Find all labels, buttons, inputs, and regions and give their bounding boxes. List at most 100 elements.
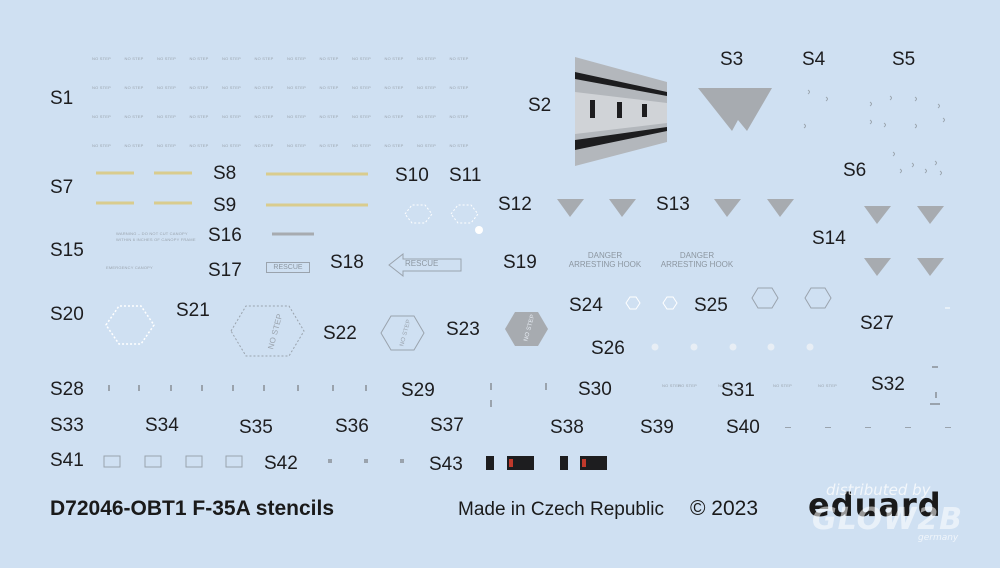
s1-no-step: NO STEP — [417, 85, 436, 90]
s6-marks — [892, 151, 942, 176]
label-s6: S6 — [843, 160, 867, 181]
label-s23: S23 — [446, 319, 480, 340]
s25-hex — [751, 287, 779, 309]
s1-no-step: NO STEP — [254, 114, 274, 119]
s1-no-step: NO STEP — [189, 56, 209, 61]
s1-no-step: NO STEP — [124, 85, 144, 90]
s31-no-step-3: NO STEP — [773, 383, 792, 388]
label-s43: S43 — [429, 454, 463, 475]
label-s16: S16 — [208, 225, 242, 246]
s1-no-step: NO STEP — [222, 56, 241, 61]
label-s31: S31 — [721, 380, 755, 401]
s43-placards — [486, 456, 607, 470]
label-s34: S34 — [145, 415, 179, 436]
s1-no-step: NO STEP — [449, 85, 469, 90]
s24-hex-2 — [662, 296, 678, 310]
s1-no-step: NO STEP — [384, 143, 404, 148]
s3-marking — [698, 88, 772, 131]
label-s8: S8 — [213, 163, 237, 184]
label-s27: S27 — [860, 313, 894, 334]
s26-dots — [651, 343, 814, 351]
watermark-germany: germany — [918, 533, 959, 543]
s20-hex — [105, 305, 155, 345]
label-s7: S7 — [50, 177, 74, 198]
s1-no-step: NO STEP — [287, 85, 306, 90]
label-s15: S15 — [50, 240, 84, 261]
s1-no-step: NO STEP — [222, 143, 241, 148]
s1-no-step: NO STEP — [124, 114, 144, 119]
label-s28: S28 — [50, 379, 84, 400]
label-s13: S13 — [656, 194, 690, 215]
label-s36: S36 — [335, 416, 369, 437]
sheet-title: D72046-OBT1 F-35A stencils — [50, 497, 335, 520]
s1-no-step: NO STEP — [189, 85, 209, 90]
s19-danger-arresting-hook: DANGER ARRESTING HOOK — [568, 251, 642, 269]
s1-no-step: NO STEP — [189, 114, 209, 119]
s1-no-step: NO STEP — [222, 114, 241, 119]
label-s2: S2 — [528, 95, 552, 116]
label-s14: S14 — [812, 228, 846, 249]
s1-no-step: NO STEP — [254, 85, 274, 90]
s1-no-step: NO STEP — [352, 85, 371, 90]
s24-hex — [625, 296, 641, 310]
small-marks — [108, 366, 951, 463]
s1-no-step: NO STEP — [157, 114, 176, 119]
s1-no-step: NO STEP — [384, 85, 404, 90]
s25-hex-2 — [804, 287, 832, 309]
s1-no-step: NO STEP — [319, 56, 339, 61]
label-s42: S42 — [264, 453, 298, 474]
s1-no-step: NO STEP — [449, 56, 469, 61]
s1-no-step: NO STEP — [92, 85, 111, 90]
s15-tiny-text: WARNING – DO NOT CUT CANOPY — [116, 231, 188, 236]
label-s4: S4 — [802, 49, 826, 70]
s22-hex — [380, 315, 425, 351]
s2-intake-marking — [575, 57, 667, 166]
s1-no-step: NO STEP — [92, 143, 111, 148]
s1-no-step: NO STEP — [287, 143, 306, 148]
copyright-text: © 2023 — [690, 497, 759, 520]
s10-hex — [404, 204, 433, 224]
label-s39: S39 — [640, 417, 674, 438]
s1-no-step: NO STEP — [157, 85, 176, 90]
label-s19: S19 — [503, 252, 537, 273]
label-s25: S25 — [694, 295, 728, 316]
s18-rescue-box: RESCUE — [266, 262, 310, 273]
s15-tiny-text-2: WITHIN 6 INCHES OF CANOPY FRAME — [116, 237, 196, 242]
label-s21: S21 — [176, 300, 210, 321]
s30-no-step: NO STEP — [662, 383, 681, 388]
s11-hex — [450, 204, 479, 224]
watermark-glow2b: GLOW2B — [812, 502, 964, 537]
s1-no-step: NO STEP — [417, 114, 436, 119]
s1-no-step: NO STEP — [157, 56, 176, 61]
s5-marks — [869, 95, 945, 129]
label-s1: S1 — [50, 88, 74, 109]
s1-no-step: NO STEP — [319, 114, 339, 119]
label-s12: S12 — [498, 194, 532, 215]
label-s40: S40 — [726, 417, 760, 438]
s31-no-step-4: NO STEP — [818, 383, 837, 388]
s11-dot — [475, 226, 483, 234]
label-s9: S9 — [213, 195, 237, 216]
label-s29: S29 — [401, 380, 435, 401]
s12-s14-triangles — [557, 199, 944, 276]
s1-no-step: NO STEP — [319, 143, 339, 148]
s31-no-step-2: NO STEP — [718, 383, 737, 388]
s1-no-step: NO STEP — [157, 143, 176, 148]
s1-no-step: NO STEP — [222, 85, 241, 90]
s1-no-step: NO STEP — [287, 114, 306, 119]
label-s32: S32 — [871, 374, 905, 395]
label-s37: S37 — [430, 415, 464, 436]
s1-no-step: NO STEP — [254, 56, 274, 61]
s1-no-step: NO STEP — [92, 114, 111, 119]
made-in-text: Made in Czech Republic — [458, 499, 664, 520]
label-s30: S30 — [578, 379, 612, 400]
label-s35: S35 — [239, 417, 273, 438]
s23-hex — [505, 312, 548, 346]
label-s22: S22 — [323, 323, 357, 344]
s41-boxes — [103, 455, 243, 468]
s1-no-step: NO STEP — [124, 56, 144, 61]
label-s5: S5 — [892, 49, 916, 70]
s18-rescue-arrow-text: RESCUE — [405, 259, 439, 268]
s1-no-step: NO STEP — [352, 56, 371, 61]
